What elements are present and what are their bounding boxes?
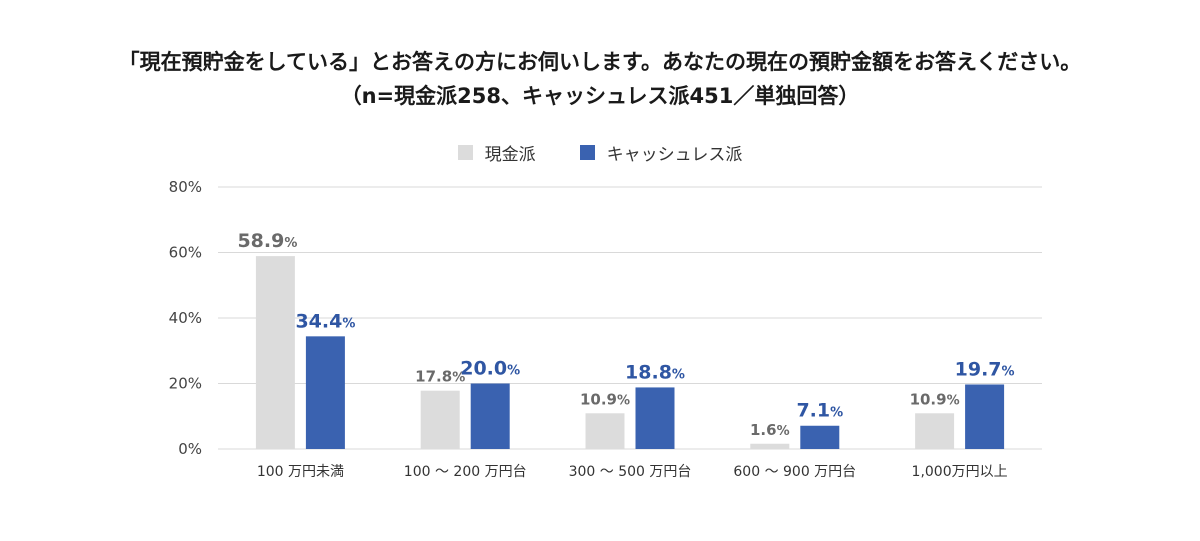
legend-label-cash: 現金派 [484,145,536,165]
bar-cash [420,390,460,449]
data-label-cashless: 34.4% [295,310,355,332]
legend-item-cash: 現金派 [457,140,536,165]
legend: 現金派 キャッシュレス派 [0,140,1200,165]
chart-subtitle: （n=現金派258、キャッシュレス派451／単独回答） [340,84,860,108]
bar-cash [585,413,625,449]
legend-swatch-cashless [579,145,595,160]
chart-title: 「現在預貯金をしている」とお答えの方にお伺いします。あなたの現在の預貯金額をお答… [118,50,1082,74]
y-tick-label: 20% [169,375,202,393]
legend-item-cashless: キャッシュレス派 [579,140,743,165]
y-tick-label: 40% [169,309,202,327]
bar-cash [255,256,295,449]
data-label-cash: 58.9% [237,230,297,252]
data-label-cash: 1.6% [750,421,790,439]
data-label-cashless: 20.0% [460,358,520,380]
y-tick-label: 80% [169,178,202,196]
data-label-cashless: 18.8% [625,361,685,383]
bar-cash [915,413,955,449]
data-label-cash: 10.9% [580,390,630,408]
x-category-label: 1,000万円以上 [912,464,1008,480]
x-category-label: 100 ～ 200 万円台 [404,464,527,480]
data-label-cashless: 7.1% [796,400,843,422]
y-tick-label: 0% [178,440,202,458]
bar-cashless [635,387,675,449]
data-label-cash: 17.8% [415,368,465,386]
x-category-label: 100 万円未満 [257,464,344,480]
bar-cashless [800,425,840,449]
bar-cashless [305,336,345,449]
legend-label-cashless: キャッシュレス派 [606,145,743,165]
bar-cashless [965,384,1005,449]
x-category-label: 300 ～ 500 万円台 [569,464,692,480]
bar-cash [750,443,790,449]
y-tick-label: 60% [169,244,202,262]
data-label-cash: 10.9% [910,390,960,408]
bar-cashless [470,383,510,449]
x-category-label: 600 ～ 900 万円台 [733,464,856,480]
legend-swatch-cash [457,145,473,160]
data-label-cashless: 19.7% [955,358,1015,380]
